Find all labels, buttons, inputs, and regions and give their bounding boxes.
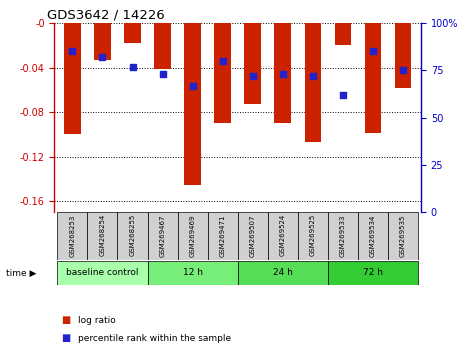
- Bar: [394, 23, 411, 88]
- Text: ■: ■: [61, 333, 71, 343]
- Bar: [88, 212, 117, 260]
- Bar: [177, 212, 208, 260]
- Text: 72 h: 72 h: [363, 268, 383, 278]
- Bar: [274, 23, 291, 123]
- Point: [339, 92, 347, 98]
- Bar: [358, 212, 388, 260]
- Text: GSM268254: GSM268254: [99, 214, 105, 256]
- Bar: [305, 23, 321, 142]
- Text: GSM269533: GSM269533: [340, 214, 346, 257]
- Text: time ▶: time ▶: [6, 269, 36, 278]
- Text: GSM269524: GSM269524: [280, 214, 286, 256]
- Bar: [64, 23, 81, 135]
- Bar: [208, 212, 238, 260]
- Bar: [57, 261, 148, 285]
- Bar: [268, 212, 298, 260]
- Text: GSM269467: GSM269467: [159, 214, 166, 257]
- Text: GDS3642 / 14226: GDS3642 / 14226: [47, 9, 165, 22]
- Bar: [94, 23, 111, 60]
- Bar: [388, 212, 418, 260]
- Point: [369, 48, 377, 54]
- Point: [99, 54, 106, 60]
- Bar: [117, 212, 148, 260]
- Text: ■: ■: [61, 315, 71, 325]
- Text: 12 h: 12 h: [183, 268, 202, 278]
- Bar: [148, 261, 238, 285]
- Text: GSM269507: GSM269507: [250, 214, 256, 257]
- Text: baseline control: baseline control: [66, 268, 139, 278]
- Point: [219, 58, 227, 64]
- Bar: [184, 23, 201, 184]
- Bar: [238, 261, 328, 285]
- Text: GSM269535: GSM269535: [400, 214, 406, 257]
- Bar: [124, 23, 141, 43]
- Text: GSM268255: GSM268255: [130, 214, 136, 256]
- Text: 24 h: 24 h: [273, 268, 293, 278]
- Bar: [57, 212, 88, 260]
- Text: GSM269471: GSM269471: [219, 214, 226, 257]
- Text: GSM269469: GSM269469: [190, 214, 196, 257]
- Bar: [334, 23, 351, 45]
- Bar: [214, 23, 231, 123]
- Bar: [245, 23, 261, 104]
- Bar: [148, 212, 177, 260]
- Text: GSM269525: GSM269525: [310, 214, 316, 256]
- Point: [159, 71, 166, 77]
- Point: [129, 64, 136, 69]
- Text: percentile rank within the sample: percentile rank within the sample: [78, 333, 231, 343]
- Point: [399, 68, 407, 73]
- Point: [279, 71, 287, 77]
- Text: GSM269534: GSM269534: [370, 214, 376, 257]
- Bar: [365, 23, 381, 133]
- Point: [249, 73, 256, 79]
- Point: [309, 73, 316, 79]
- Point: [189, 83, 196, 88]
- Text: log ratio: log ratio: [78, 316, 116, 325]
- Bar: [238, 212, 268, 260]
- Text: GSM268253: GSM268253: [70, 214, 75, 257]
- Point: [69, 48, 76, 54]
- Bar: [328, 212, 358, 260]
- Bar: [154, 23, 171, 69]
- Bar: [328, 261, 418, 285]
- Bar: [298, 212, 328, 260]
